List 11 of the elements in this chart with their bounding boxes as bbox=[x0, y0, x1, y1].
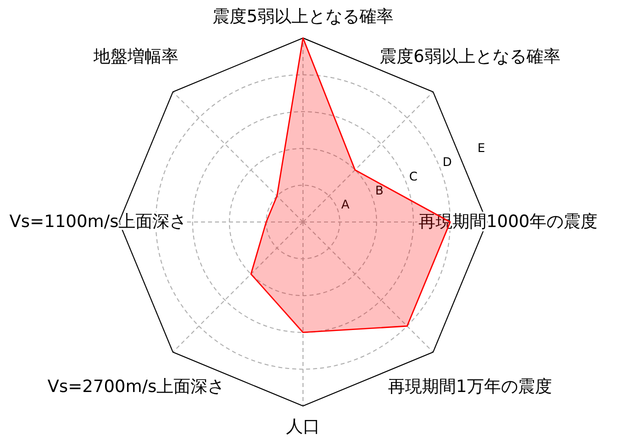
spoke-label: Vs=2700m/s上面深さ bbox=[47, 376, 225, 397]
y-tick-label: B bbox=[375, 183, 384, 198]
y-tick-label: A bbox=[341, 197, 350, 212]
spoke-label: 震度6弱以上となる確率 bbox=[380, 47, 560, 68]
spoke-label: 地盤増幅率 bbox=[92, 47, 179, 68]
y-tick-label: C bbox=[409, 169, 418, 184]
spoke-label: 震度5弱以上となる確率 bbox=[212, 7, 394, 27]
y-tick-label: E bbox=[478, 141, 486, 156]
spoke-label: 人口 bbox=[286, 417, 320, 437]
spoke-label: 再現期間1万年の震度 bbox=[388, 376, 552, 397]
y-tick-label: D bbox=[442, 155, 452, 170]
